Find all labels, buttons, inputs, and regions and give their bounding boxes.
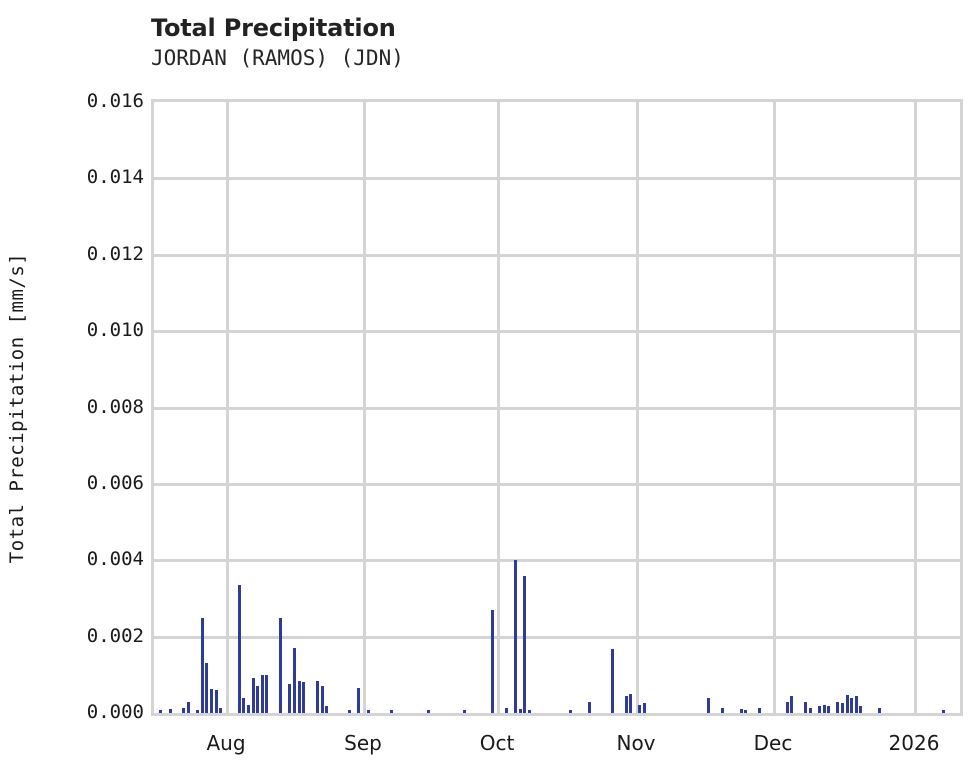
x-axis-tick-label: Sep xyxy=(344,731,382,755)
bar xyxy=(316,681,319,713)
y-axis-tick-labels: 0.000 0.002 0.004 0.006 0.008 0.010 0.012 0.014… xyxy=(20,0,144,780)
gridline-vertical xyxy=(636,102,639,713)
bar xyxy=(519,709,522,713)
bar xyxy=(638,705,641,713)
chart-subtitle: JORDAN (RAMOS) (JDN) xyxy=(151,46,404,70)
gridline-vertical xyxy=(363,102,366,713)
bar xyxy=(505,708,508,713)
bar xyxy=(841,703,844,713)
gridline-horizontal xyxy=(154,254,960,257)
bar xyxy=(588,702,591,713)
gridline-vertical xyxy=(773,102,776,713)
bar xyxy=(786,702,789,713)
bar xyxy=(205,663,208,713)
x-axis-tick-label: Aug xyxy=(206,731,246,755)
bar xyxy=(569,710,572,713)
bar xyxy=(491,610,494,713)
bar xyxy=(878,708,881,713)
gridline-horizontal xyxy=(154,330,960,333)
title-block: Total Precipitation JORDAN (RAMOS) (JDN) xyxy=(151,14,851,71)
bar xyxy=(758,708,761,713)
gridline-vertical xyxy=(914,102,917,713)
bar xyxy=(790,696,793,713)
y-axis-tick-label: 0.010 xyxy=(86,319,144,341)
y-axis-tick-label: 0.004 xyxy=(86,548,144,570)
bar xyxy=(523,576,526,713)
gridline-horizontal xyxy=(154,483,960,486)
bar xyxy=(196,710,199,713)
bar xyxy=(242,698,245,713)
bar xyxy=(210,689,213,713)
x-axis-tick-label: Oct xyxy=(479,731,515,755)
bar xyxy=(942,710,945,713)
bar xyxy=(463,710,466,713)
bar xyxy=(855,696,858,713)
y-axis-tick-label: 0.000 xyxy=(86,701,144,723)
bar xyxy=(265,675,268,713)
bar xyxy=(804,702,807,713)
bar xyxy=(321,686,324,713)
bar xyxy=(823,705,826,713)
bar xyxy=(182,708,185,713)
bar xyxy=(288,684,291,713)
bar xyxy=(744,710,747,713)
y-axis-tick-label: 0.014 xyxy=(86,166,144,188)
plot-inner xyxy=(154,102,960,713)
plot-area xyxy=(151,99,963,716)
bar xyxy=(514,560,517,713)
gridline-horizontal xyxy=(154,177,960,180)
bar xyxy=(247,705,250,713)
bar xyxy=(707,698,710,713)
bar xyxy=(643,703,646,713)
bar xyxy=(238,585,241,713)
bar xyxy=(629,694,632,713)
bar xyxy=(836,702,839,713)
y-axis-tick-label: 0.002 xyxy=(86,625,144,647)
gridline-vertical xyxy=(226,102,229,713)
bar xyxy=(302,682,305,713)
x-axis-tick-label: Dec xyxy=(753,731,793,755)
bar xyxy=(721,708,724,713)
gridline-horizontal xyxy=(154,559,960,562)
bar xyxy=(256,686,259,713)
y-axis-tick-label: 0.016 xyxy=(86,90,144,112)
bar xyxy=(219,708,222,713)
x-axis-tick-label: Nov xyxy=(616,731,656,755)
bar xyxy=(215,690,218,713)
bar xyxy=(611,649,614,713)
bar xyxy=(859,706,862,713)
bar xyxy=(325,706,328,713)
bar xyxy=(357,688,360,713)
bar xyxy=(159,710,162,713)
bar xyxy=(740,709,743,713)
bar xyxy=(367,710,370,713)
bar xyxy=(252,678,255,713)
bar xyxy=(625,696,628,713)
bar xyxy=(850,698,853,713)
bar xyxy=(809,708,812,713)
y-axis-tick-label: 0.012 xyxy=(86,243,144,265)
bar xyxy=(827,706,830,713)
bar xyxy=(846,695,849,713)
bar xyxy=(293,648,296,713)
x-axis-tick-label: 2026 xyxy=(888,731,940,755)
y-axis-tick-label: 0.008 xyxy=(86,396,144,418)
page-title: Total Precipitation xyxy=(151,14,396,42)
gridline-horizontal xyxy=(154,636,960,639)
y-axis-tick-label: 0.006 xyxy=(86,472,144,494)
bar xyxy=(201,618,204,713)
bar xyxy=(187,702,190,713)
bar xyxy=(169,709,172,713)
bar xyxy=(279,618,282,713)
bar xyxy=(528,710,531,713)
gridline-vertical xyxy=(497,102,500,713)
bar xyxy=(348,710,351,713)
bar xyxy=(298,681,301,713)
bar xyxy=(427,710,430,713)
bar xyxy=(261,675,264,713)
bar xyxy=(390,710,393,713)
bar xyxy=(818,706,821,713)
gridline-horizontal xyxy=(154,407,960,410)
